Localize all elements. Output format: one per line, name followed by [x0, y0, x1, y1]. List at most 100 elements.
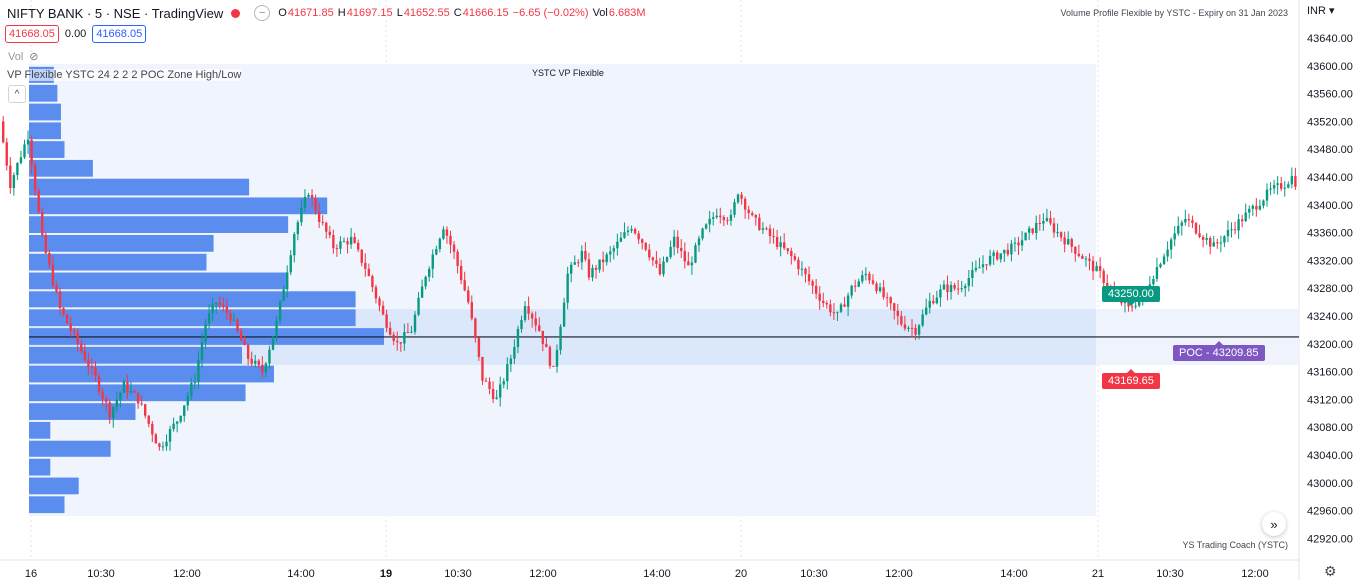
- candle-body: [1159, 264, 1162, 268]
- candle-211: [751, 211, 754, 217]
- candle-43: [154, 432, 158, 444]
- candle-288: [1024, 232, 1027, 241]
- candle-192: [683, 242, 686, 269]
- candle-244: [868, 271, 871, 284]
- buy-price-button[interactable]: 41668.05: [92, 25, 147, 43]
- candle-96: [342, 237, 346, 243]
- candle-body: [69, 323, 72, 331]
- candle-body: [271, 336, 275, 350]
- candle-body: [619, 237, 623, 242]
- candle-body: [584, 250, 587, 260]
- candle-body: [633, 229, 637, 234]
- candle-254: [903, 315, 907, 331]
- candle-body: [946, 284, 949, 293]
- candle-body: [293, 234, 296, 256]
- candle-227: [807, 266, 811, 286]
- candle-147: [523, 301, 527, 323]
- candle-body: [1035, 223, 1038, 233]
- candle-body: [1240, 219, 1244, 222]
- candle-body: [257, 360, 260, 365]
- candle-302: [1074, 246, 1077, 262]
- candle-body: [523, 306, 527, 320]
- collapse-button[interactable]: ^: [8, 85, 26, 103]
- candle-body: [548, 347, 552, 366]
- candle-114: [406, 323, 410, 334]
- candle-355: [1262, 199, 1265, 209]
- candle-345: [1226, 220, 1230, 243]
- candle-body: [16, 162, 19, 176]
- candle-308: [1095, 261, 1098, 272]
- candle-body: [261, 364, 264, 373]
- candle-9: [33, 160, 37, 196]
- eye-icon[interactable]: –: [254, 5, 271, 21]
- candle-body: [1045, 218, 1049, 222]
- candle-97: [346, 237, 349, 254]
- candle-78: [278, 299, 282, 325]
- candle-251: [893, 302, 896, 320]
- candle-329: [1169, 237, 1173, 259]
- gear-icon[interactable]: ⚙: [1324, 563, 1337, 579]
- candle-body: [357, 242, 360, 250]
- price-tick-label: 43200.00: [1307, 339, 1353, 351]
- candle-body: [555, 349, 559, 367]
- candle-body: [669, 246, 672, 258]
- candle-202: [719, 207, 722, 224]
- candle-body: [719, 215, 722, 218]
- candle-body: [1248, 208, 1251, 213]
- candle-292: [1038, 214, 1041, 231]
- candle-body: [232, 319, 236, 321]
- candle-body: [147, 415, 150, 424]
- candle-body: [300, 207, 303, 223]
- currency-selector[interactable]: INR ▾: [1307, 5, 1335, 17]
- candle-48: [172, 417, 175, 432]
- candle-body: [733, 202, 736, 215]
- candle-246: [875, 281, 878, 294]
- candle-body: [463, 280, 466, 291]
- candle-151: [538, 317, 541, 332]
- indicator-label[interactable]: VP Flexible YSTC 24 2 2 2 POC Zone High/…: [7, 69, 242, 81]
- candle-325: [1155, 257, 1159, 282]
- candle-body: [743, 198, 747, 210]
- candle-142: [506, 357, 509, 390]
- candle-260: [925, 298, 928, 316]
- candle-353: [1255, 198, 1258, 217]
- candle-76: [271, 336, 275, 351]
- candle-22: [80, 339, 83, 354]
- candle-body: [1272, 185, 1276, 189]
- candle-body: [779, 242, 782, 247]
- sell-price-button[interactable]: 41668.05: [5, 25, 59, 43]
- candle-body: [129, 390, 133, 393]
- candle-body: [339, 241, 342, 249]
- candle-87: [310, 189, 314, 208]
- candle-198: [704, 223, 708, 230]
- candle-body: [62, 308, 65, 315]
- candle-body: [846, 295, 850, 307]
- candle-163: [580, 245, 584, 270]
- hide-eye-icon[interactable]: ⊘: [29, 51, 39, 63]
- candle-body: [800, 268, 804, 270]
- candle-body: [516, 329, 520, 348]
- candle-body: [190, 382, 193, 396]
- candle-body: [467, 290, 470, 303]
- scroll-to-realtime-button[interactable]: »: [1262, 512, 1286, 536]
- candle-257: [914, 323, 917, 340]
- candle-body: [900, 315, 903, 325]
- candle-body: [814, 285, 818, 294]
- candle-335: [1191, 215, 1194, 229]
- candle-34: [122, 379, 126, 393]
- symbol-title[interactable]: NIFTY BANK · 5 · NSE · TradingView: [7, 5, 224, 21]
- candle-body: [527, 306, 530, 314]
- candle-129: [459, 259, 463, 285]
- candle-70: [250, 351, 253, 367]
- candle-102: [364, 253, 367, 277]
- candle-259: [921, 309, 924, 328]
- candle-80: [286, 265, 289, 298]
- price-tick-label: 43480.00: [1307, 144, 1353, 156]
- candle-305: [1084, 256, 1088, 267]
- candle-body: [218, 302, 221, 306]
- candle-11: [41, 207, 44, 238]
- candle-body: [491, 389, 495, 399]
- candle-body: [90, 366, 94, 368]
- candle-body: [712, 217, 715, 219]
- candle-body: [83, 351, 87, 361]
